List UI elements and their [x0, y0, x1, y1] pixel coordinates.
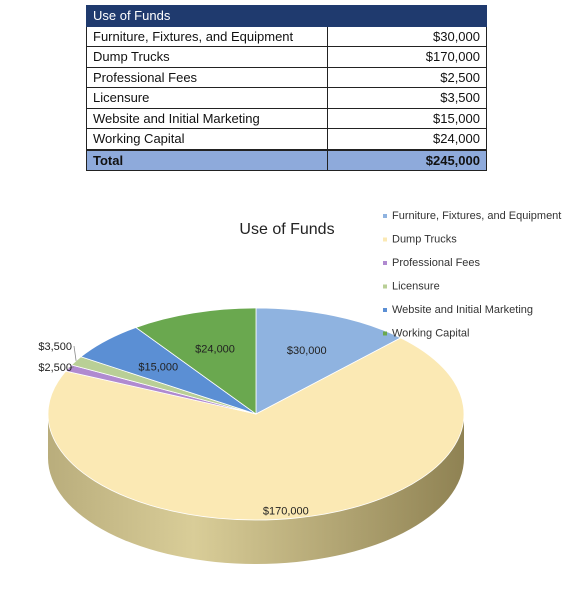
- legend-label: Working Capital: [392, 328, 469, 340]
- data-label: $24,000: [195, 343, 235, 355]
- pie-side: [48, 414, 464, 564]
- legend-label: Furniture, Fixtures, and Equipment: [392, 210, 561, 222]
- table-header-row: Use of Funds: [86, 5, 487, 27]
- legend-swatch: [383, 214, 387, 218]
- data-label: $30,000: [287, 345, 327, 357]
- table-total-row: Total $245,000: [86, 148, 487, 171]
- table-row: Working Capital $24,000: [86, 128, 487, 150]
- legend-swatch: [383, 261, 387, 265]
- row-amount: $15,000: [327, 107, 487, 129]
- legend-label: Licensure: [392, 281, 440, 293]
- table-row: Licensure $3,500: [86, 87, 487, 109]
- leader-line: [73, 345, 77, 361]
- table-row: Dump Trucks $170,000: [86, 46, 487, 68]
- legend-label: Dump Trucks: [392, 234, 457, 246]
- table-header: Use of Funds: [86, 5, 487, 27]
- pie-slice: [135, 307, 257, 415]
- legend-label: Website and Initial Marketing: [392, 304, 533, 316]
- pie-slice: [47, 337, 465, 521]
- pie-labels: $30,000 $170,000 $2,500 $3,500 $15,000 $24,00…: [38, 341, 326, 518]
- table-row: Furniture, Fixtures, and Equipment $30,0…: [86, 25, 487, 47]
- legend-swatch: [383, 308, 387, 312]
- total-label: Total: [86, 148, 328, 171]
- table-row: Website and Initial Marketing $15,000: [86, 107, 487, 129]
- pie-slices: [47, 307, 465, 521]
- legend-label: Professional Fees: [392, 257, 481, 269]
- row-amount: $170,000: [327, 46, 487, 68]
- row-amount: $3,500: [327, 87, 487, 109]
- row-label: Website and Initial Marketing: [86, 107, 328, 129]
- data-label: $170,000: [263, 506, 309, 518]
- row-amount: $30,000: [327, 25, 487, 47]
- data-label: $15,000: [138, 361, 178, 373]
- pie-side-rim: [48, 414, 464, 564]
- chart-title: Use of Funds: [239, 221, 334, 238]
- pie-chart: Use of Funds $30,000 $170,000 $2,500 $3,500…: [38, 210, 561, 564]
- leader-line: [68, 366, 75, 369]
- row-amount: $24,000: [327, 128, 487, 150]
- legend-swatch: [383, 237, 387, 242]
- table-row: Professional Fees $2,500: [86, 66, 487, 88]
- row-label: Licensure: [86, 87, 328, 109]
- row-label: Working Capital: [86, 128, 328, 150]
- row-label: Dump Trucks: [86, 46, 328, 68]
- legend-swatch: [383, 331, 387, 336]
- row-amount: $2,500: [327, 66, 487, 88]
- data-label: $2,500: [38, 362, 72, 374]
- pie-slice: [255, 307, 402, 415]
- legend-swatch: [383, 284, 387, 289]
- use-of-funds-table: Use of Funds Furniture, Fixtures, and Eq…: [86, 5, 487, 171]
- data-label: $3,500: [38, 341, 72, 353]
- total-amount: $245,000: [327, 148, 487, 171]
- legend: Furniture, Fixtures, and Equipment Dump T…: [383, 210, 561, 340]
- row-label: Professional Fees: [86, 66, 328, 88]
- row-label: Furniture, Fixtures, and Equipment: [86, 25, 328, 47]
